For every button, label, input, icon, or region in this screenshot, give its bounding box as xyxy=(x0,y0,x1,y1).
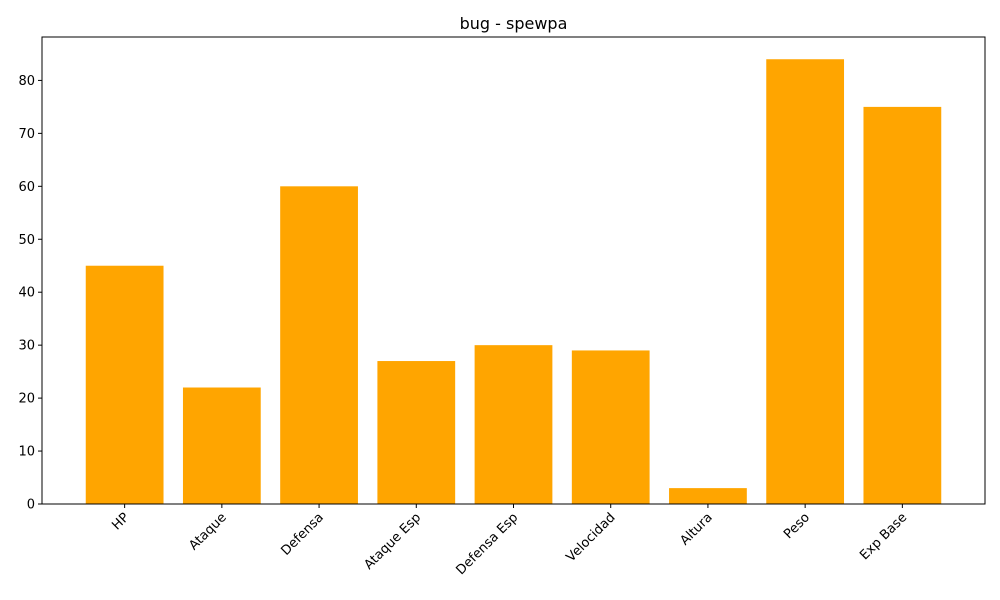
y-tick-label: 80 xyxy=(18,74,35,89)
bar-hp xyxy=(85,265,164,504)
bar-altura xyxy=(669,488,747,504)
bar-velocidad xyxy=(571,350,650,504)
y-tick-label: 30 xyxy=(18,339,35,354)
y-tick-label: 70 xyxy=(18,127,35,142)
bar-peso xyxy=(766,59,845,505)
x-tick-label: Velocidad xyxy=(564,510,619,565)
x-tick-label: Defensa xyxy=(278,510,326,558)
y-tick-label: 60 xyxy=(18,180,35,195)
x-tick-label: Altura xyxy=(677,510,715,548)
bar-ataque-esp xyxy=(377,361,456,504)
x-tick-label: Ataque xyxy=(186,510,229,553)
y-tick-label: 10 xyxy=(18,445,35,460)
x-tick-label: Ataque Esp xyxy=(361,510,424,573)
x-tick-label: Defensa Esp xyxy=(453,510,521,578)
x-tick-label: HP xyxy=(109,510,132,533)
y-tick-label: 50 xyxy=(18,233,35,248)
bar-exp-base xyxy=(863,106,942,504)
y-tick-label: 20 xyxy=(18,392,35,407)
x-tick-label: Exp Base xyxy=(857,510,910,563)
bar-ataque xyxy=(182,387,261,504)
bar-defensa-esp xyxy=(474,345,553,504)
bars-layer xyxy=(85,59,942,505)
x-tick-label: Peso xyxy=(781,510,813,542)
y-tick-label: 0 xyxy=(27,498,35,513)
bar-defensa xyxy=(280,186,358,504)
y-tick-label: 40 xyxy=(18,286,35,301)
chart-title: bug - spewpa xyxy=(460,14,568,33)
